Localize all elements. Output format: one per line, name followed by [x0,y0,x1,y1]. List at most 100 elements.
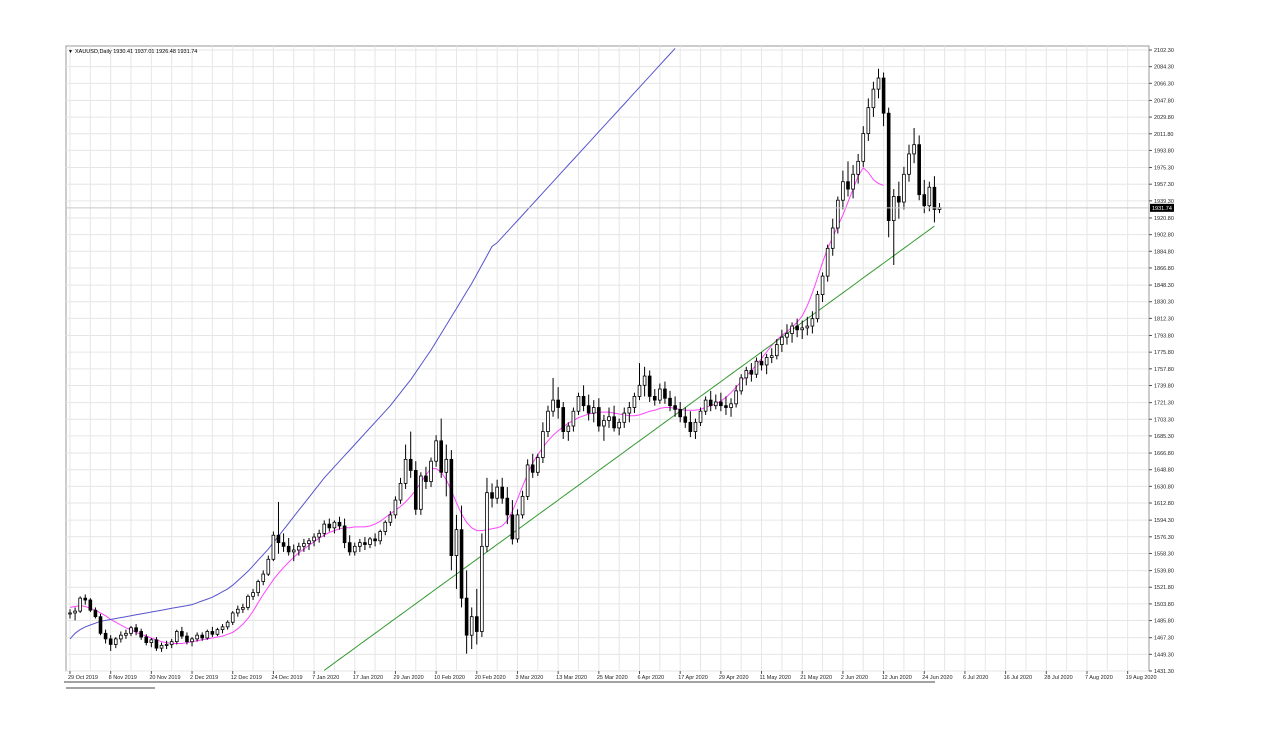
candle [210,626,215,638]
candle-body [225,621,230,628]
candle [449,450,454,571]
y-tick-label: 1612.80 [1154,501,1174,507]
y-tick-label: 1630.80 [1154,484,1174,490]
candle-body [327,523,332,529]
candle-body [780,336,784,345]
candle [510,500,515,545]
candle-body [586,405,591,414]
candle-body [769,355,774,358]
candle [576,392,581,415]
candle-body [408,458,413,471]
candle [693,418,698,439]
candle [291,544,296,562]
candle-body [739,377,744,392]
candle-body [703,399,708,412]
candle-body [927,186,932,207]
candle-body [652,396,657,401]
candle [683,407,688,428]
candle-body [734,390,738,405]
candle [597,398,601,432]
candle-body [363,542,367,545]
candle-body [912,144,916,155]
candles [68,68,942,654]
candle-body [820,275,825,296]
candle-body [246,595,250,608]
candle-body [800,327,805,331]
candle [627,401,632,423]
header-dropdown-icon[interactable]: ▼ [68,49,73,55]
candle [830,218,835,256]
x-tick-label: 29 Oct 2019 [68,675,98,681]
x-tick-label: 20 Feb 2020 [475,675,506,681]
candle [876,68,881,99]
candle-body [759,360,764,366]
candle-body [917,144,921,196]
candle-body [195,634,199,640]
candle-body [485,492,489,547]
candle [688,411,693,438]
last-price-label: 1931.74 [1152,206,1172,212]
candle [724,396,728,415]
candle [464,570,469,654]
candle-body [180,631,184,637]
candle [668,390,672,412]
candle-body [388,514,393,523]
candle [159,642,164,652]
y-tick-label: 2102.30 [1154,48,1174,54]
candle-body [505,497,510,516]
candle [352,542,357,556]
candle-body [729,403,733,408]
candle-body [790,325,794,334]
candle-body [439,440,443,473]
candle-body [73,610,77,614]
candle-body [673,405,677,410]
y-tick-label: 1721.30 [1154,401,1174,407]
candle-body [856,160,860,175]
candle-body [68,612,72,615]
candle [373,533,377,547]
candle-body [236,608,240,614]
x-tick-label: 13 Mar 2020 [556,675,587,681]
candle-body [307,540,311,544]
candle-body [647,375,652,397]
candle-body [754,360,759,375]
candle-body [546,410,550,432]
candle-body [525,464,530,497]
candle [485,477,489,552]
y-tick-label: 1939.30 [1154,199,1174,205]
candle-body [205,631,210,639]
candle-body [251,592,255,597]
candle [327,518,332,532]
y-tick-label: 1666.80 [1154,451,1174,457]
candle-body [93,609,98,618]
candle-body [154,639,159,649]
candle-body [663,388,667,399]
candle [388,511,393,526]
candle-body [825,247,830,277]
y-tick-label: 2066.30 [1154,81,1174,87]
y-tick-label: 1703.30 [1154,417,1174,423]
candle [246,594,250,611]
candle-body [668,397,672,407]
plot-frame [65,45,1150,672]
candle-body [515,514,520,540]
candle-body [271,534,276,560]
y-tick-label: 1449.30 [1154,652,1174,658]
candle-body [612,416,616,429]
candle-body [78,597,82,612]
candle [73,607,77,621]
candle-body [637,384,642,397]
candle [251,588,255,601]
candle [347,535,352,556]
candle [744,366,749,386]
candle [520,490,525,519]
candle [551,377,555,417]
grid [66,46,1149,672]
candle-body [678,408,682,418]
x-tick-label: 25 Mar 2020 [597,675,628,681]
candle-body [419,475,423,510]
candle [124,629,128,639]
candle-body [83,597,88,601]
candle [891,189,896,265]
